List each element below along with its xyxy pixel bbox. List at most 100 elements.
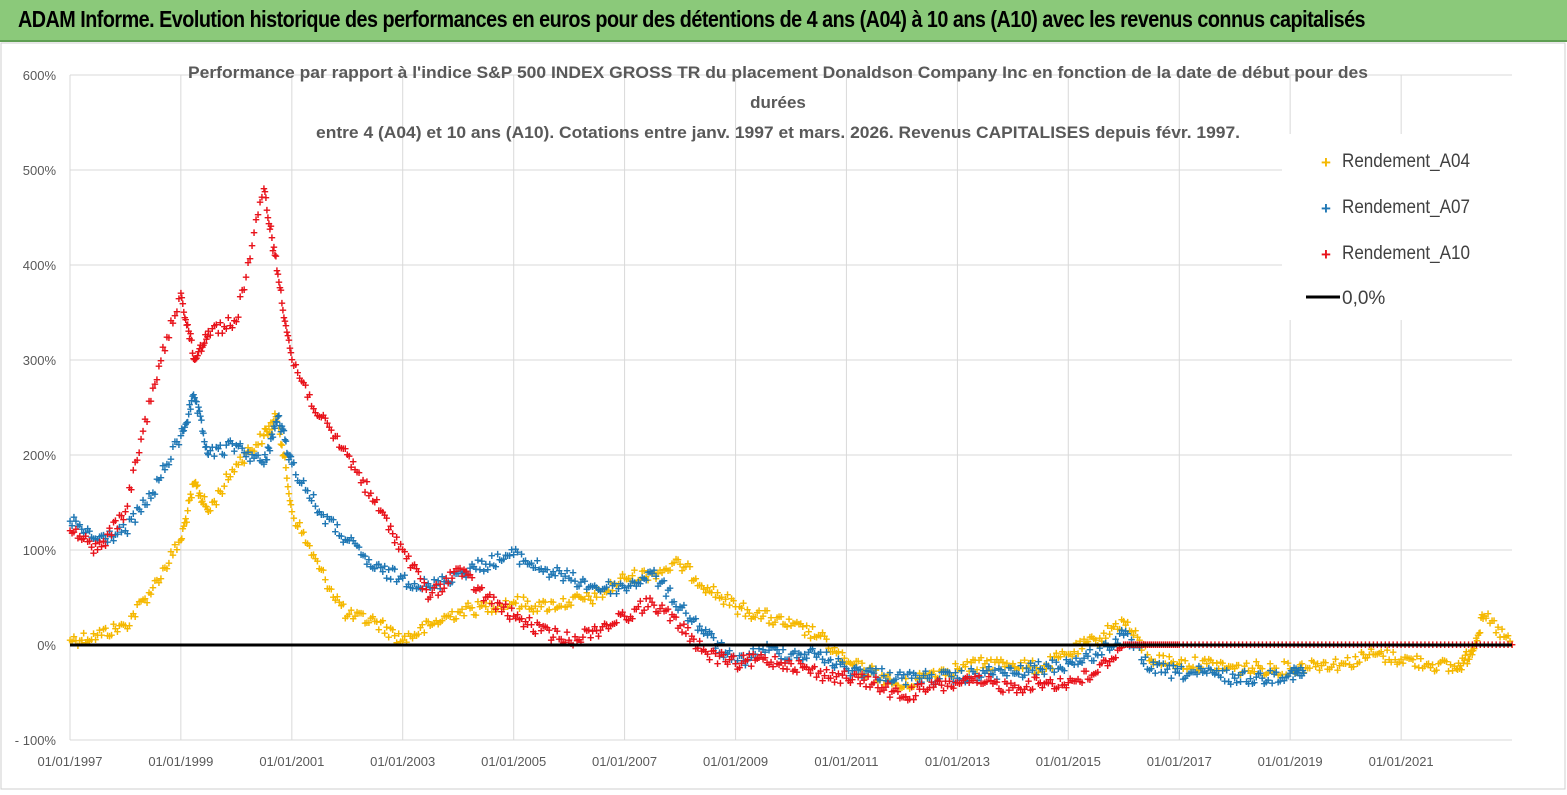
data-point: + — [753, 605, 761, 620]
data-point: + — [432, 613, 440, 628]
data-point: + — [1223, 663, 1231, 678]
data-point: + — [1470, 641, 1478, 656]
data-point: + — [411, 557, 419, 572]
data-point: + — [377, 615, 385, 630]
data-point: + — [274, 267, 282, 282]
data-point: + — [238, 441, 246, 456]
data-point: + — [149, 485, 157, 500]
data-point: + — [823, 644, 831, 659]
data-point: + — [122, 618, 130, 633]
data-point: + — [944, 663, 952, 678]
data-point: + — [512, 611, 520, 626]
data-point: + — [397, 569, 405, 584]
data-point: + — [286, 447, 294, 462]
data-point: + — [296, 515, 304, 530]
data-point: + — [1243, 655, 1251, 670]
data-point: + — [78, 532, 86, 547]
data-point: + — [1084, 634, 1092, 649]
data-point: + — [1106, 627, 1114, 642]
data-point: + — [436, 577, 444, 592]
data-point: + — [351, 536, 359, 551]
data-point: + — [161, 462, 169, 477]
data-point: + — [852, 667, 860, 682]
data-point: + — [468, 600, 476, 615]
data-point: + — [928, 667, 936, 682]
data-point: + — [203, 439, 211, 454]
data-point: + — [537, 599, 545, 614]
data-point: + — [1066, 654, 1074, 669]
data-point: + — [825, 653, 833, 668]
data-point: + — [1158, 657, 1166, 672]
data-point: + — [975, 668, 983, 683]
data-point: + — [268, 421, 276, 436]
data-point: + — [989, 676, 997, 691]
data-point: + — [70, 629, 78, 644]
data-point: + — [188, 333, 196, 348]
data-point: + — [1070, 673, 1078, 688]
data-point: + — [765, 642, 773, 657]
data-point: + — [288, 504, 296, 519]
data-point: + — [498, 553, 506, 568]
data-point: + — [1144, 662, 1152, 677]
data-point: + — [173, 304, 181, 319]
data-point: + — [190, 387, 198, 402]
data-point: + — [781, 617, 789, 632]
data-point: + — [930, 680, 938, 695]
data-point: + — [748, 659, 756, 674]
data-point: + — [450, 612, 458, 627]
data-point: + — [126, 512, 134, 527]
data-point: + — [930, 677, 938, 692]
data-point: + — [284, 447, 292, 462]
data-point: + — [749, 646, 757, 661]
data-point: + — [553, 600, 561, 615]
data-point: + — [942, 667, 950, 682]
data-point: + — [751, 646, 759, 661]
data-point: + — [1178, 652, 1186, 667]
data-point: + — [438, 613, 446, 628]
data-point: + — [1174, 657, 1182, 672]
data-point: + — [522, 599, 530, 614]
data-point: + — [472, 562, 480, 577]
data-point: + — [1480, 609, 1488, 624]
data-point: + — [666, 581, 674, 596]
data-point: + — [1451, 659, 1459, 674]
data-point: + — [1366, 647, 1374, 662]
data-point: + — [638, 564, 646, 579]
data-point: + — [938, 662, 946, 677]
data-point: + — [271, 406, 279, 421]
data-point: + — [415, 564, 423, 579]
data-point: + — [108, 528, 116, 543]
data-point: + — [196, 404, 204, 419]
data-point: + — [298, 525, 306, 540]
data-point: + — [215, 483, 223, 498]
data-point: + — [1247, 665, 1255, 680]
data-point: + — [450, 564, 458, 579]
data-point: + — [261, 184, 269, 199]
data-point: + — [269, 243, 277, 258]
data-point: + — [233, 457, 241, 472]
data-point: + — [575, 632, 583, 647]
data-point: + — [268, 426, 276, 441]
data-point: + — [1061, 647, 1069, 662]
data-point: + — [256, 194, 264, 209]
data-point: + — [1041, 676, 1049, 691]
data-point: + — [1118, 640, 1126, 655]
data-point: + — [1082, 635, 1090, 650]
data-point: + — [198, 413, 206, 428]
data-point: + — [482, 599, 490, 614]
data-point: + — [349, 611, 357, 626]
data-point: + — [791, 644, 799, 659]
data-point: + — [569, 590, 577, 605]
data-point: + — [1100, 652, 1108, 667]
data-point: + — [458, 566, 466, 581]
data-point: + — [890, 683, 898, 698]
data-point: + — [549, 564, 557, 579]
data-point: + — [389, 622, 397, 637]
data-point: + — [277, 283, 285, 298]
data-point: + — [1078, 655, 1086, 670]
data-point: + — [551, 568, 559, 583]
data-point: + — [96, 534, 104, 549]
data-point: + — [845, 654, 853, 669]
data-point: + — [999, 684, 1007, 699]
data-point: + — [112, 621, 120, 636]
